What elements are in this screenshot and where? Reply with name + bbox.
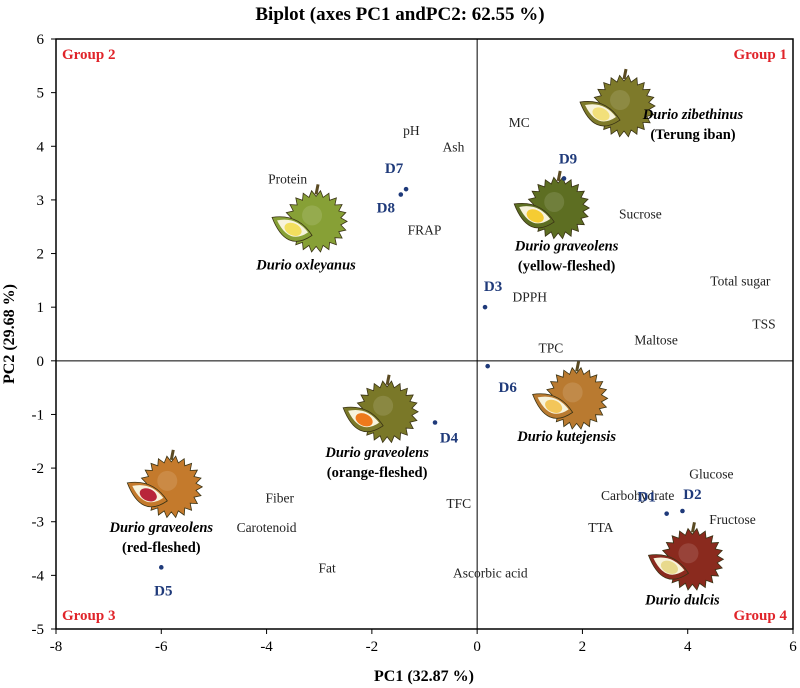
sample-point [485,363,490,369]
sample-label: D9 [559,151,577,167]
sample-point [680,508,685,514]
variable-label: Protein [268,171,307,186]
x-axis-ticks: -8 -6 -4 -2 0 2 4 6 [50,629,797,655]
y-tick-label: 6 [37,32,45,48]
y-tick-label: 5 [37,86,45,102]
species-name-label: Durio graveolens [514,239,619,255]
x-tick-label: 2 [579,639,587,655]
variable-label: Fat [318,560,336,575]
species-variant-label: (yellow-fleshed) [518,259,616,275]
sample-label: D6 [498,380,517,396]
y-tick-label: 3 [37,193,45,209]
variable-label: Sucrose [619,206,662,221]
durian-fruit-image [579,68,656,138]
group-label: Group 2 [62,47,116,63]
species-name-label: Durio oxleyanus [255,257,356,273]
y-tick-label: 4 [37,139,45,155]
x-tick-label: 4 [684,639,692,655]
sample-point [561,176,567,181]
species-name-label: Durio graveolens [324,445,429,461]
variable-label: MC [509,115,530,130]
sample-label: D4 [440,431,459,447]
group-label: Group 3 [62,608,116,624]
group-label: Group 1 [734,47,788,63]
x-tick-label: -6 [155,639,168,655]
y-tick-label: 1 [37,300,45,316]
sample-point [432,420,438,425]
sample-label: D5 [154,583,172,599]
species-variant-label: (Terung iban) [650,127,735,143]
variable-label: Carotenoid [237,520,297,535]
variable-labels: MC pH Ash Protein FRAP Sucrose DPPH Total sugar… [237,115,776,581]
variable-label: TFC [446,496,471,511]
durian-fruit-image [532,361,609,430]
y-tick-label: -5 [32,622,45,638]
variable-label: Fiber [265,491,294,506]
sample-label: D1 [637,490,655,506]
sample-point [482,304,488,310]
variable-label: TPC [538,340,563,355]
variable-label: TTA [588,520,613,535]
variable-label: FRAP [408,222,442,237]
variable-label: Maltose [634,332,678,347]
variable-label: Total sugar [710,273,771,288]
species-name-label: Durio kutejensis [516,429,616,445]
species-labels: Durio zibethinus (Terung iban) Durio grave… [109,107,744,608]
group-labels: Group 1 Group 2 Group 3 Group 4 [62,47,787,624]
sample-label: D7 [385,161,404,177]
x-tick-label: -2 [366,639,379,655]
species-name-label: Durio zibethinus [642,107,744,123]
y-tick-label: 0 [37,354,45,370]
durian-fruit-image [271,184,348,253]
y-axis-ticks: -5 -4 -3 -2 -1 0 1 2 3 4 5 6 [32,32,56,638]
y-axis-title: PC2 (29.68 %) [1,284,18,384]
durian-fruit-image [126,449,204,519]
species-variant-label: (red-fleshed) [122,540,201,556]
y-tick-label: -4 [32,568,45,584]
group-label: Group 4 [734,608,788,624]
y-tick-label: -1 [32,407,45,423]
durian-fruit-image [647,521,725,591]
durian-fruit-image [342,374,419,444]
sample-point [398,192,404,197]
variable-label: Ascorbic acid [453,566,528,581]
x-tick-label: -4 [260,639,273,655]
species-name-label: Durio graveolens [109,520,214,536]
variable-label: Ash [443,139,465,154]
sample-label: D2 [683,487,701,503]
species-images [126,68,725,591]
durian-fruit-image [513,170,591,240]
x-tick-label: 0 [473,639,481,655]
y-tick-label: -2 [32,461,45,477]
x-axis-title: PC1 (32.87 %) [374,668,474,685]
x-tick-label: 6 [789,639,797,655]
variable-label: pH [403,123,420,138]
sample-points: D1 D2 D3 D4 D5 D6 D7 D8 D9 [154,151,702,599]
y-tick-label: -3 [32,515,45,531]
plot-frame [55,38,794,630]
variable-label: Glucose [689,466,733,481]
y-tick-label: 2 [37,247,45,263]
sample-point [403,186,409,192]
sample-point [158,565,164,570]
x-tick-label: -8 [50,639,63,655]
variable-label: Carbohydrate [601,488,674,503]
species-variant-label: (orange-fleshed) [327,465,428,481]
chart-title: Biplot (axes PC1 andPC2: 62.55 %) [255,4,544,25]
variable-label: DPPH [513,289,548,304]
sample-point [664,511,669,516]
sample-label: D8 [377,201,395,217]
sample-label: D3 [484,279,502,295]
variable-label: TSS [752,316,775,331]
species-name-label: Durio dulcis [644,593,720,609]
variable-label: Fructose [709,512,756,527]
